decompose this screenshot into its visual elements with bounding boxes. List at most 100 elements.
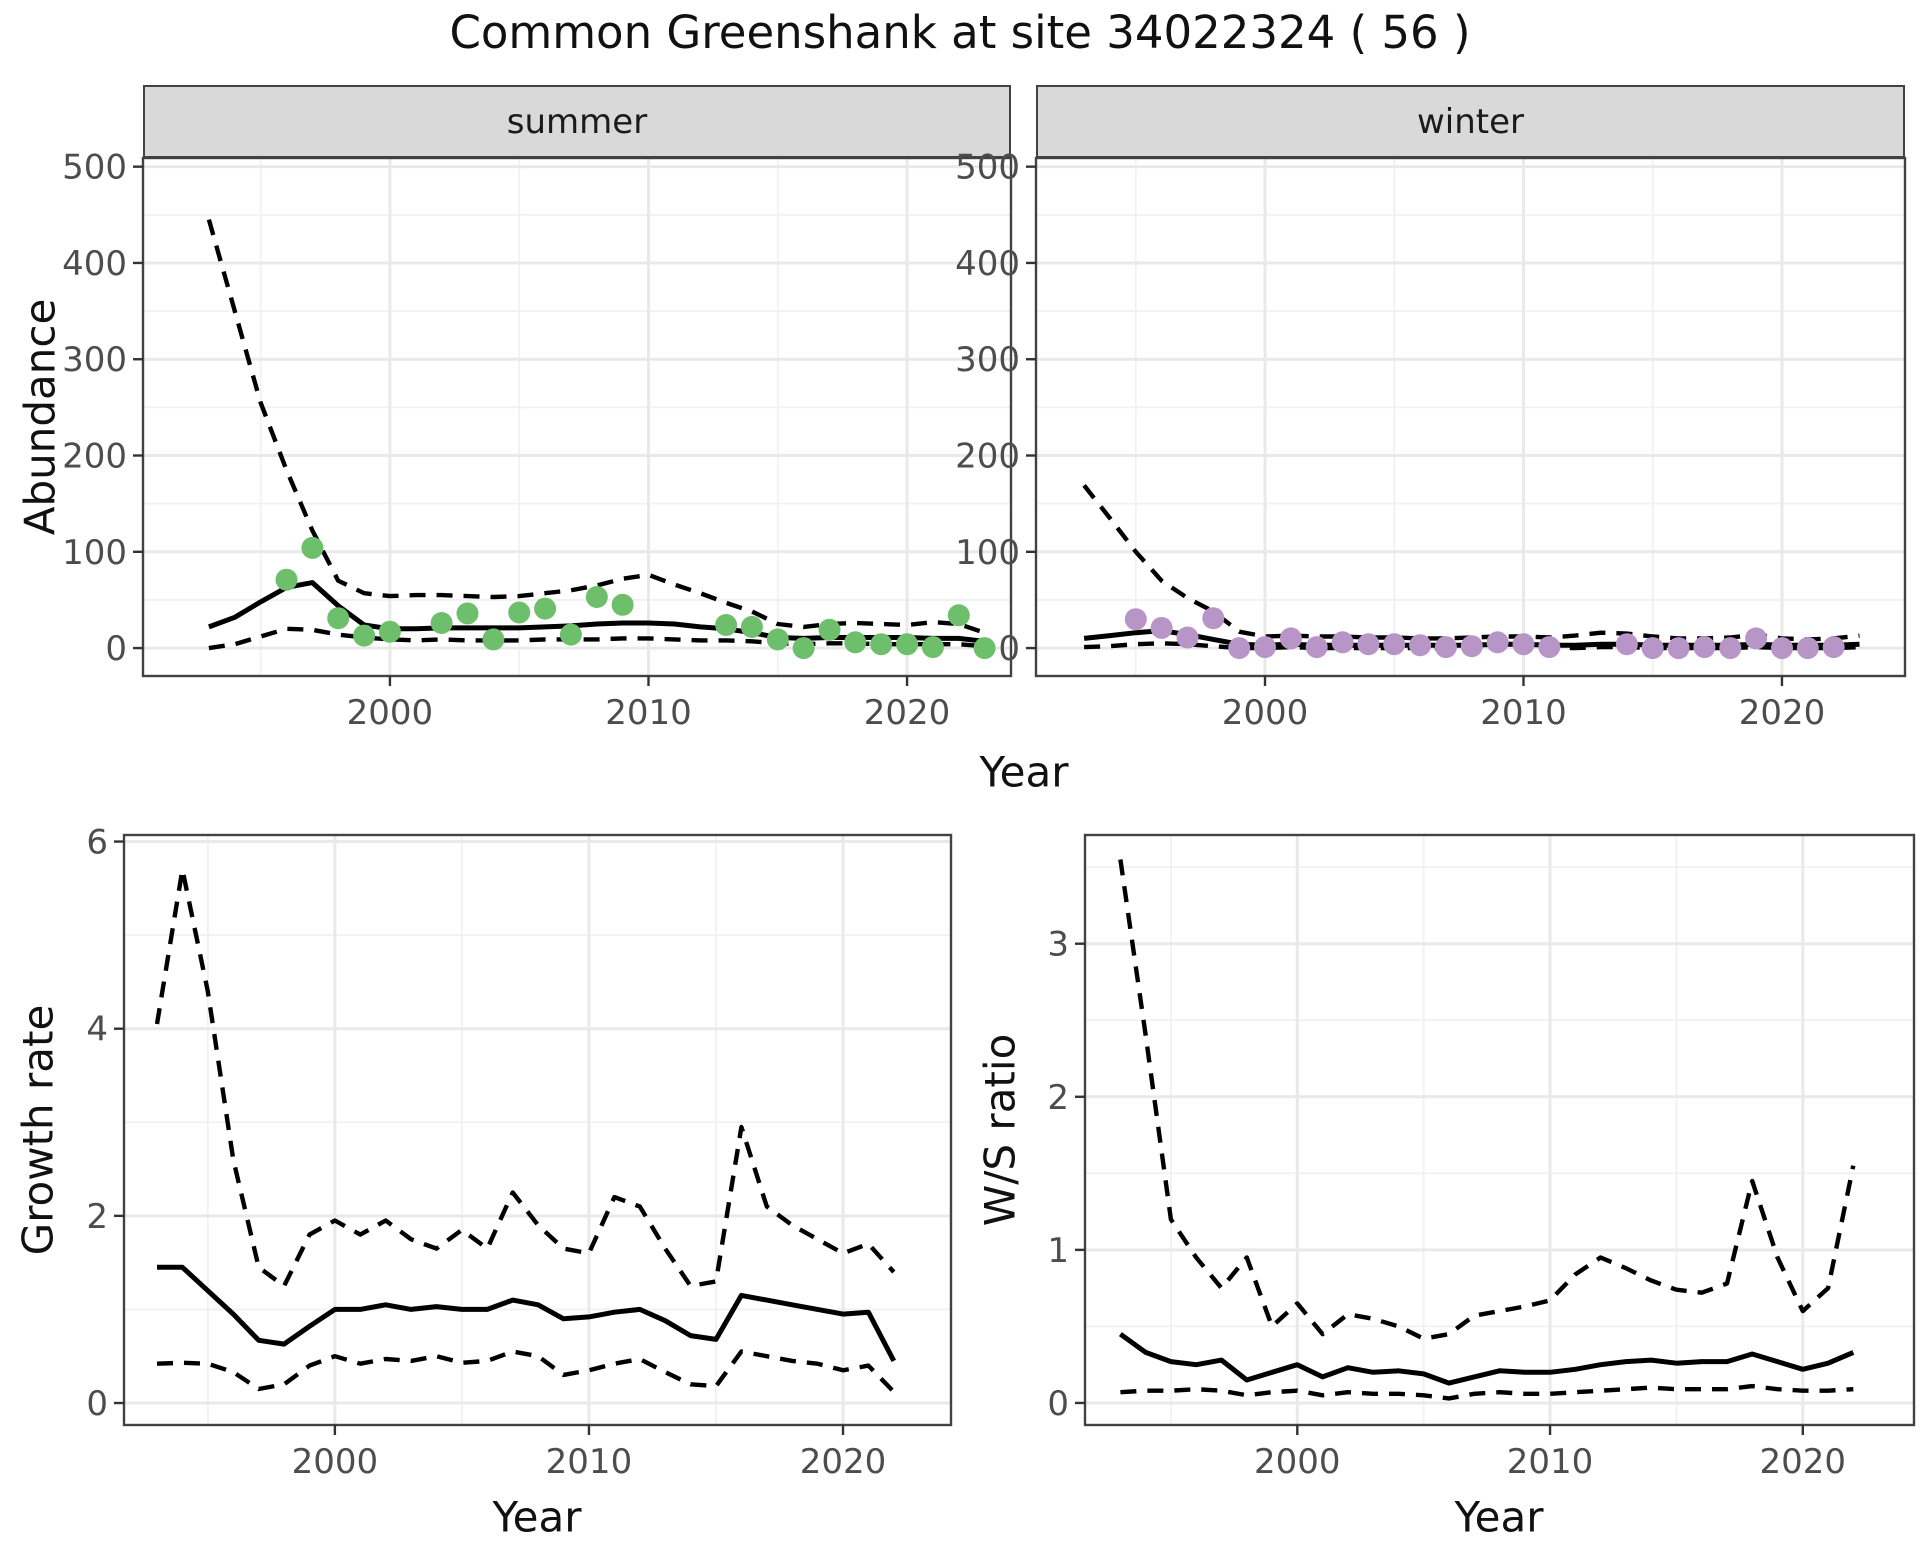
data-point — [792, 637, 815, 660]
data-point — [1538, 636, 1561, 659]
upper_ci-line — [1082, 484, 1860, 642]
data-point — [1719, 637, 1742, 660]
x-tick-label: 2020 — [864, 693, 951, 733]
data-point — [1383, 633, 1406, 656]
data-point — [1202, 607, 1225, 630]
x-tick-label: 2010 — [546, 1442, 633, 1482]
data-layer — [1118, 859, 1856, 1401]
upper_ci-line — [206, 219, 986, 635]
data-point — [1822, 636, 1845, 659]
x-tick-label: 2020 — [1739, 693, 1826, 733]
x-tick-label: 2020 — [800, 1442, 887, 1482]
lower_ci-line — [1120, 1383, 1854, 1401]
x-tick-label: 2010 — [1480, 693, 1567, 733]
facet-strip-summer: summer — [143, 85, 1011, 158]
facet-strip-label: summer — [506, 101, 648, 142]
data-point — [482, 628, 505, 651]
data-point — [1796, 637, 1819, 660]
data-point — [1228, 637, 1251, 660]
y-tick-label: 2 — [1047, 1078, 1069, 1118]
panel-border — [122, 833, 953, 1427]
data-point — [921, 636, 944, 659]
data-point — [508, 601, 531, 624]
data-point — [1176, 626, 1199, 649]
data-point — [1409, 634, 1432, 657]
data-point — [611, 593, 634, 616]
data-point — [1254, 636, 1276, 659]
panel-border — [1034, 156, 1907, 678]
y-tick-label: 0 — [105, 629, 127, 669]
x-axis-title-year-ws: Year — [1454, 1492, 1544, 1542]
x-tick-label: 2010 — [605, 693, 692, 733]
data-point — [1331, 631, 1354, 654]
data-point — [456, 602, 479, 625]
data-layer — [154, 867, 897, 1394]
y-tick-label: 300 — [62, 340, 127, 380]
x-tick-label: 2000 — [292, 1442, 379, 1482]
data-point — [1745, 627, 1768, 650]
y-tick-label: 500 — [62, 148, 127, 188]
data-point — [275, 568, 298, 591]
data-point — [766, 628, 789, 651]
data-point — [1512, 633, 1535, 656]
data-point — [378, 620, 401, 643]
y-tick-label: 200 — [62, 437, 127, 477]
lower_ci-line — [156, 1349, 896, 1394]
x-tick-label: 2010 — [1507, 1442, 1594, 1482]
median-line — [157, 1264, 897, 1363]
data-point — [1150, 616, 1173, 639]
data-point — [844, 631, 867, 654]
x-tick-label: 2000 — [1254, 1442, 1341, 1482]
data-point — [740, 615, 763, 638]
x-tick-label: 2000 — [347, 693, 434, 733]
panel-ws-ratio: 2000 2010 2020 0 1 2 3 — [1047, 833, 1916, 1482]
panel-growth-rate: 2000 2010 2020 0 2 4 6 — [86, 823, 953, 1482]
x-tick-label: 2020 — [1760, 1442, 1847, 1482]
data-layer — [206, 219, 996, 660]
y-tick-label: 6 — [86, 823, 108, 863]
data-point — [1641, 637, 1664, 660]
panel-border — [141, 156, 1013, 678]
y-tick-label: 200 — [955, 437, 1020, 477]
data-layer — [1082, 484, 1860, 660]
y-tick-label: 400 — [955, 244, 1020, 284]
data-point — [1279, 627, 1302, 650]
median-line — [1118, 1332, 1855, 1386]
data-point — [327, 607, 350, 630]
data-point — [1460, 635, 1483, 658]
y-tick-label: 100 — [62, 533, 127, 573]
data-point — [818, 618, 841, 641]
y-tick-label: 1 — [1047, 1231, 1069, 1271]
data-point — [896, 633, 919, 656]
x-axis-title-year-top: Year — [979, 747, 1069, 797]
y-tick-label: 2 — [86, 1197, 108, 1237]
data-point — [973, 637, 996, 660]
x-axis-title-year-growth: Year — [492, 1492, 582, 1542]
y-tick-label: 400 — [62, 244, 127, 284]
panel-abundance-summer: 2000 2010 2020 0 100 200 300 400 500 — [62, 148, 1013, 733]
y-tick-label: 100 — [955, 533, 1020, 573]
data-point — [1667, 637, 1690, 660]
data-point — [1124, 608, 1147, 631]
data-point — [534, 597, 557, 620]
data-point — [1615, 633, 1638, 656]
y-tick-label: 0 — [86, 1384, 108, 1424]
data-point — [1305, 636, 1328, 659]
y-tick-label: 0 — [998, 629, 1020, 669]
facet-strip-winter: winter — [1036, 85, 1905, 158]
data-point — [1693, 636, 1716, 659]
upper_ci-line — [1118, 859, 1856, 1341]
y-tick-label: 3 — [1047, 925, 1069, 965]
data-point — [1434, 636, 1457, 659]
data-point — [585, 586, 608, 608]
x-tick-label: 2000 — [1222, 693, 1309, 733]
upper_ci-line — [154, 867, 896, 1289]
data-point — [1771, 637, 1793, 660]
y-tick-label: 300 — [955, 340, 1020, 380]
data-point — [559, 623, 582, 646]
panel-abundance-winter: 2000 2010 2020 0 100 200 300 400 500 — [955, 148, 1907, 733]
panel-border — [1083, 833, 1916, 1427]
data-point — [947, 604, 970, 627]
data-point — [430, 612, 453, 634]
